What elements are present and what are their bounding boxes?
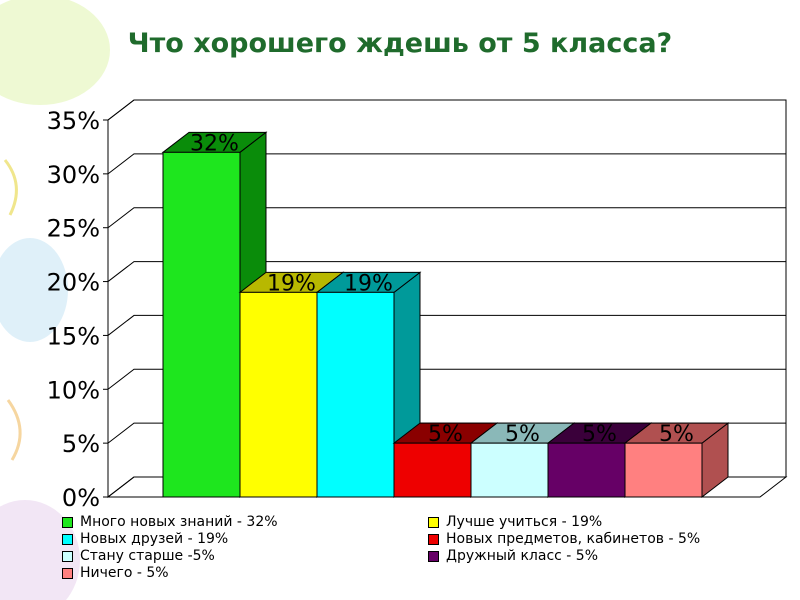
gridline (107, 368, 786, 390)
gridline (107, 153, 786, 175)
legend-label: Новых друзей - 19% (80, 531, 229, 547)
data-label: 5% (428, 422, 463, 447)
legend-swatch (62, 550, 73, 562)
legend-item: Дружный класс - 5% (428, 547, 598, 565)
legend-item: Стану старше -5% (62, 547, 215, 565)
gridline (107, 261, 786, 282)
data-label: 5% (582, 422, 617, 447)
legend-label: Стану старше -5% (80, 548, 215, 564)
bar (316, 291, 395, 498)
legend-label: Дружный класс - 5% (446, 548, 599, 564)
y-tick-label: 0% (62, 484, 100, 512)
data-label: 5% (659, 422, 694, 447)
y-tick-label: 25% (47, 215, 100, 243)
bar (162, 151, 241, 498)
data-label: 32% (190, 131, 239, 156)
data-label: 19% (344, 271, 393, 296)
y-tick-label: 10% (47, 376, 100, 404)
gridline (107, 314, 786, 336)
bar (239, 291, 318, 498)
legend-item: Ничего - 5% (62, 564, 169, 582)
page-title: Что хорошего ждешь от 5 класса? (127, 28, 673, 59)
legend-item: Новых друзей - 19% (62, 530, 228, 548)
y-tick-label: 35% (47, 107, 100, 135)
data-label: 5% (505, 422, 540, 447)
legend-item: Много новых знаний - 32% (62, 513, 278, 531)
data-label: 19% (267, 271, 316, 296)
legend-swatch (428, 516, 439, 528)
y-tick-label: 5% (62, 430, 100, 458)
legend-item: Лучше учиться - 19% (428, 513, 602, 531)
legend-swatch (62, 533, 73, 545)
bar (624, 442, 703, 498)
bar (470, 442, 549, 498)
legend-label: Новых предметов, кабинетов - 5% (446, 531, 701, 547)
legend-swatch (428, 550, 439, 562)
y-tick-label: 30% (47, 161, 100, 189)
legend-label: Ничего - 5% (80, 565, 169, 581)
bar (393, 442, 472, 498)
gridline (107, 207, 786, 229)
legend-swatch (62, 516, 73, 528)
legend-item: Новых предметов, кабинетов - 5% (428, 530, 700, 548)
gridline (107, 99, 786, 121)
legend-label: Лучше учиться - 19% (446, 514, 603, 530)
legend-swatch (62, 567, 73, 579)
bar (547, 442, 626, 498)
y-tick-label: 20% (47, 269, 100, 297)
y-tick-label: 15% (47, 322, 100, 350)
legend-swatch (428, 533, 439, 545)
legend-label: Много новых знаний - 32% (80, 514, 278, 530)
